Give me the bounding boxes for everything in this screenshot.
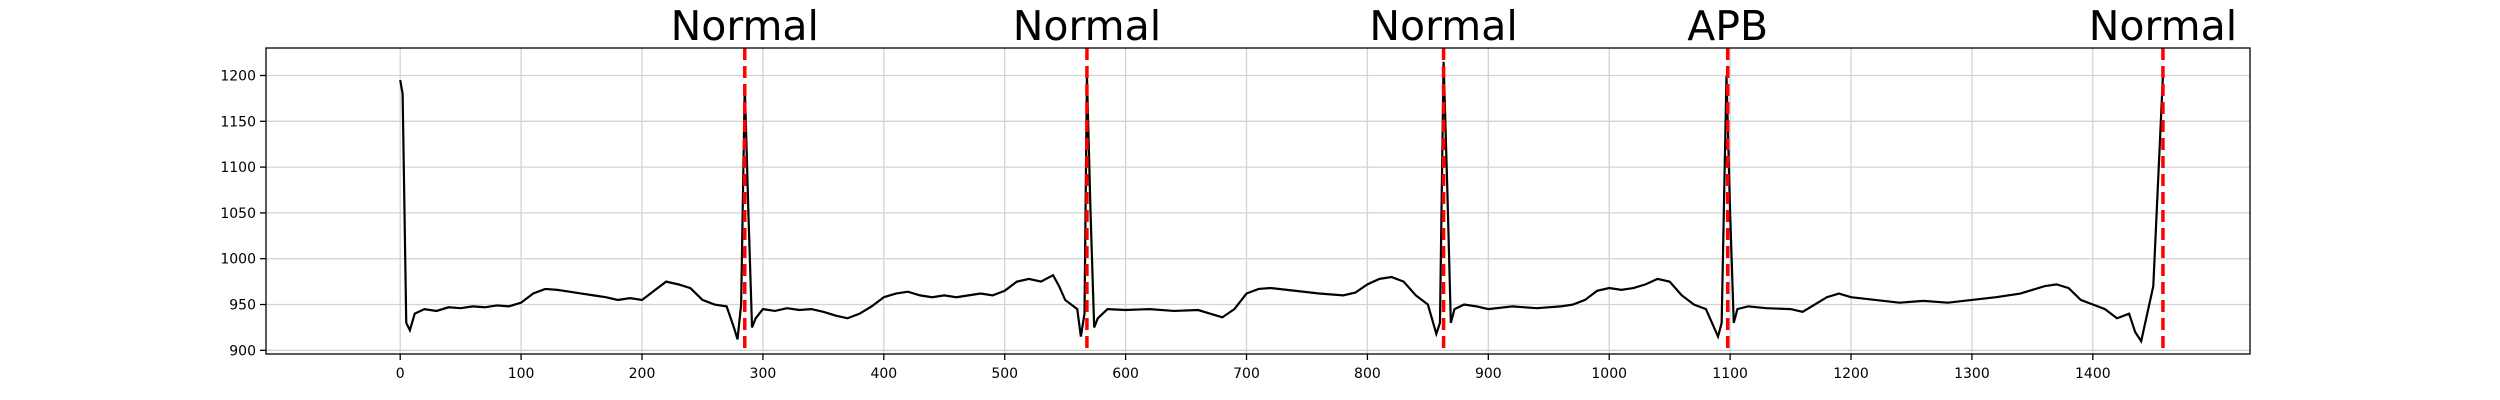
plot-frame: [265, 47, 2251, 355]
x-tick-label: 0: [396, 366, 405, 382]
annotation-label: Normal: [671, 2, 819, 50]
y-tick-label: 950: [229, 298, 256, 314]
x-tick-label: 1000: [1591, 366, 1627, 382]
y-tick-label: 1050: [220, 206, 256, 222]
x-tick-label: 200: [629, 366, 656, 382]
x-tick-label: 1300: [1954, 366, 1990, 382]
x-tick-label: 700: [1233, 366, 1260, 382]
annotation-label: Normal: [2089, 2, 2237, 50]
x-tick-label: 300: [750, 366, 777, 382]
x-tick-label: 900: [1475, 366, 1502, 382]
x-tick-label: 100: [508, 366, 535, 382]
x-tick-label: 400: [870, 366, 897, 382]
annotation-label: APB: [1687, 2, 1768, 50]
x-tick-label: 500: [991, 366, 1018, 382]
y-tick-label: 1000: [220, 252, 256, 268]
x-tick-label: 1200: [1833, 366, 1869, 382]
annotation-label: Normal: [1013, 2, 1161, 50]
annotation-label: Normal: [1369, 2, 1517, 50]
y-tick-label: 1150: [220, 114, 256, 130]
y-tick-label: 1200: [220, 68, 256, 84]
x-tick-label: 1100: [1712, 366, 1748, 382]
x-tick-label: 1400: [2075, 366, 2111, 382]
x-tick-label: 800: [1354, 366, 1381, 382]
x-tick-label: 600: [1112, 366, 1139, 382]
y-tick-label: 900: [229, 343, 256, 359]
y-tick-label: 1100: [220, 160, 256, 176]
ecg-line: [399, 61, 2165, 344]
